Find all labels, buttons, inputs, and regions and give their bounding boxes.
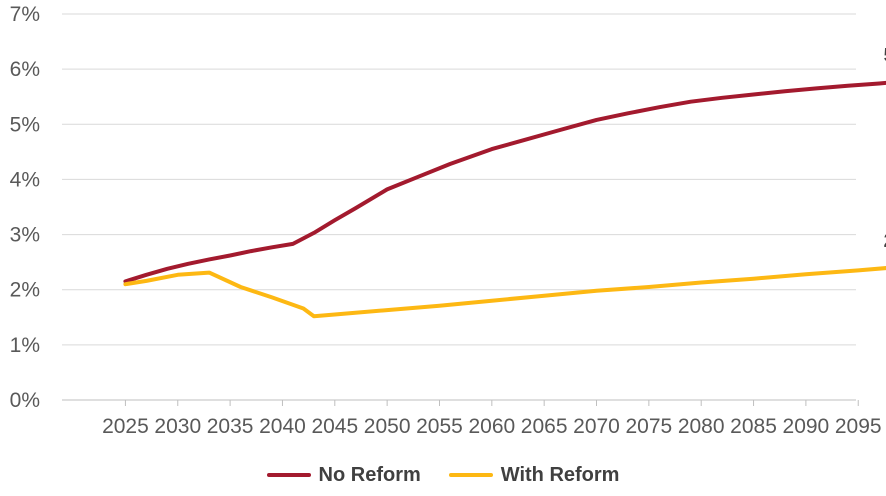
legend-label-with-reform: With Reform (500, 463, 620, 486)
endpoint-label-no-reform: 5,79% (884, 46, 886, 67)
x-tick-label: 2090 (783, 415, 830, 438)
x-tick-label: 2070 (573, 415, 620, 438)
x-tick-label: 2080 (678, 415, 725, 438)
y-tick-label: 5% (10, 113, 40, 136)
x-tick-label: 2055 (416, 415, 463, 438)
legend-swatch-with-reform (448, 473, 493, 477)
y-tick-label: 0% (10, 389, 40, 412)
series-line-no-reform (123, 80, 886, 284)
x-axis-ticks: 2025 2030 2035 2040 2045 2050 2055 2060 2065 2070… (102, 400, 882, 438)
legend-item-with-reform: With Reform (448, 463, 620, 487)
x-tick-label: 2045 (311, 415, 358, 438)
x-tick-label: 2040 (259, 415, 306, 438)
y-tick-label: 7% (10, 3, 40, 26)
x-tick-label: 2065 (521, 415, 568, 438)
y-tick-label: 3% (10, 224, 40, 247)
x-tick-label: 2030 (154, 415, 201, 438)
y-tick-label: 6% (10, 58, 40, 81)
line-chart: 0% 1% 2% 3% 4% 5% 6% 7% 2025 2030 2035 2040 2045 205… (10, 3, 886, 438)
x-tick-label: 2035 (207, 415, 254, 438)
x-tick-label: 2095 (835, 415, 882, 438)
x-tick-label: 2060 (468, 415, 515, 438)
series-line-with-reform (123, 266, 886, 319)
legend-item-no-reform: No Reform (266, 463, 421, 487)
y-tick-label: 2% (10, 279, 40, 302)
x-tick-label: 2075 (625, 415, 672, 438)
legend: No Reform With Reform (0, 458, 886, 492)
series-lines (123, 80, 886, 319)
y-tick-label: 1% (10, 334, 40, 357)
gridlines (62, 13, 856, 401)
x-tick-label: 2085 (730, 415, 777, 438)
y-tick-label: 4% (10, 168, 40, 191)
x-tick-label: 2025 (102, 415, 149, 438)
endpoint-label-with-reform: 2,43% (884, 231, 886, 252)
legend-label-no-reform: No Reform (318, 463, 421, 486)
legend-swatch-no-reform (266, 473, 311, 477)
x-tick-label: 2050 (364, 415, 411, 438)
endpoint-labels: 5,79% 2,43% (884, 46, 886, 252)
y-axis-ticks: 0% 1% 2% 3% 4% 5% 6% 7% (10, 3, 40, 412)
